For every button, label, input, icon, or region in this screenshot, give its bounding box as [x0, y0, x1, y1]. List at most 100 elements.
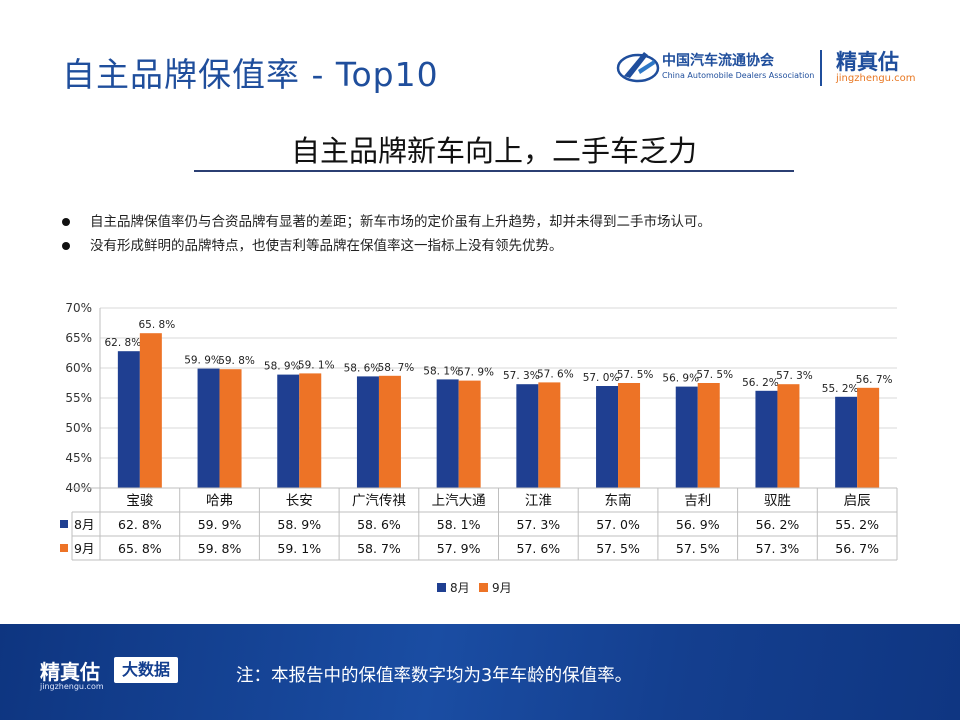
data-label: 56. 9% [662, 373, 699, 385]
footer-url: jingzhengu.com [40, 682, 104, 691]
x-category-label: 江淮 [525, 493, 552, 509]
bullet-item: 没有形成鲜明的品牌特点，也使吉利等品牌在保值率这一指标上没有领先优势。 [60, 234, 920, 258]
bar-aug [516, 384, 539, 488]
bar-sep [299, 373, 322, 488]
bullet-text: 自主品牌保值率仍与合资品牌有显著的差距；新车市场的定价虽有上升趋势，却并未得到二… [90, 214, 711, 230]
jzg-logo-url: jingzhengu.com [836, 73, 916, 84]
bar-aug [675, 386, 698, 488]
x-category-label: 吉利 [684, 493, 711, 509]
table-cell: 57. 5% [676, 541, 720, 556]
footer-badge: 大数据 [114, 657, 179, 683]
bar-chart: 40%45%50%55%60%65%70%62. 8%65. 8%59. 9%5… [60, 301, 898, 595]
footer-note: 注：本报告中的保值率数字均为3年车龄的保值率。 [236, 666, 633, 686]
cada-name-en: China Automobile Dealers Association [662, 71, 815, 80]
bar-sep [139, 333, 162, 488]
table-cell: 65. 8% [118, 541, 162, 556]
data-label: 65. 8% [138, 319, 175, 331]
data-label: 58. 9% [264, 361, 301, 373]
subtitle-underline [194, 170, 794, 172]
bar-sep [697, 383, 720, 488]
table-cell: 56. 9% [676, 517, 720, 532]
data-label: 57. 6% [537, 368, 574, 380]
data-label: 59. 1% [298, 359, 335, 371]
table-cell: 58. 7% [357, 541, 401, 556]
data-label: 62. 8% [104, 337, 141, 349]
y-tick-label: 65% [65, 331, 92, 345]
bar-aug [835, 396, 858, 488]
table-cell: 57. 3% [517, 517, 561, 532]
bar-aug [197, 368, 220, 488]
legend-swatch [479, 583, 488, 592]
table-cell: 58. 6% [357, 517, 401, 532]
table-cell: 57. 6% [517, 541, 561, 556]
bar-aug [356, 376, 379, 488]
table-cell: 57. 3% [756, 541, 800, 556]
table-cell: 62. 8% [118, 517, 162, 532]
table-cell: 57. 0% [596, 517, 640, 532]
data-label: 57. 3% [776, 370, 813, 382]
x-category-label: 驭胜 [764, 493, 791, 509]
logo-divider [820, 50, 822, 86]
legend-label: 8月 [450, 581, 470, 595]
x-category-label: 哈弗 [206, 493, 233, 509]
x-category-label: 上汽大通 [432, 493, 486, 509]
y-tick-label: 60% [65, 361, 92, 375]
table-cell: 59. 9% [198, 517, 242, 532]
x-category-label: 东南 [605, 493, 632, 509]
table-legend-key [60, 520, 68, 528]
cada-name-cn: 中国汽车流通协会 [662, 53, 774, 69]
bar-aug [596, 386, 619, 488]
data-label: 58. 6% [344, 362, 381, 374]
bar-aug [277, 374, 300, 488]
y-tick-label: 55% [65, 391, 92, 405]
x-category-label: 长安 [286, 493, 313, 509]
bar-sep [378, 375, 401, 488]
bullet-list: 自主品牌保值率仍与合资品牌有显著的差距；新车市场的定价虽有上升趋势，却并未得到二… [60, 210, 920, 258]
table-row-header: 8月 [74, 517, 94, 532]
table-cell: 55. 2% [835, 517, 879, 532]
bar-aug [117, 351, 140, 488]
table-cell: 58. 9% [277, 517, 321, 532]
data-label: 57. 5% [696, 369, 733, 381]
bar-sep [219, 369, 242, 488]
data-label: 57. 9% [457, 367, 494, 379]
bar-aug [755, 390, 778, 488]
data-label: 58. 1% [423, 365, 460, 377]
data-label: 59. 9% [184, 355, 221, 367]
data-label: 55. 2% [822, 383, 859, 395]
table-cell: 57. 9% [437, 541, 481, 556]
bullet-dot-icon [62, 218, 70, 226]
y-tick-label: 70% [65, 301, 92, 315]
x-category-label: 广汽传祺 [352, 493, 406, 509]
table-cell: 57. 5% [596, 541, 640, 556]
table-legend-key [60, 544, 68, 552]
bar-sep [777, 384, 800, 488]
data-label: 57. 3% [503, 370, 540, 382]
data-label: 58. 7% [378, 362, 415, 374]
bullet-dot-icon [62, 242, 70, 250]
header-logos: 中国汽车流通协会 China Automobile Dealers Associ… [614, 44, 924, 92]
bar-aug [436, 379, 459, 488]
table-cell: 59. 1% [277, 541, 321, 556]
data-label: 56. 7% [856, 374, 893, 386]
x-category-label: 启辰 [844, 493, 872, 509]
legend-swatch [437, 583, 446, 592]
footer-brand: 精真估 [40, 660, 100, 684]
cada-logo-icon [616, 52, 660, 83]
jzg-logo-text: 精真估 [836, 50, 899, 74]
footer-banner: 精真估 jingzhengu.com 大数据 注：本报告中的保值率数字均为3年车… [0, 624, 960, 720]
slide-subtitle: 自主品牌新车向上，二手车乏力 [290, 134, 697, 168]
data-label: 57. 5% [617, 369, 654, 381]
legend-label: 9月 [492, 581, 512, 595]
bar-sep [618, 383, 641, 488]
data-label: 57. 0% [583, 372, 620, 384]
table-cell: 59. 8% [198, 541, 242, 556]
bullet-item: 自主品牌保值率仍与合资品牌有显著的差距；新车市场的定价虽有上升趋势，却并未得到二… [60, 210, 920, 234]
bar-sep [538, 382, 561, 488]
data-label: 59. 8% [218, 355, 255, 367]
bullet-text: 没有形成鲜明的品牌特点，也使吉利等品牌在保值率这一指标上没有领先优势。 [90, 238, 563, 254]
table-cell: 56. 2% [756, 517, 800, 532]
table-cell: 58. 1% [437, 517, 481, 532]
bar-sep [458, 380, 481, 488]
x-category-label: 宝骏 [126, 493, 153, 509]
